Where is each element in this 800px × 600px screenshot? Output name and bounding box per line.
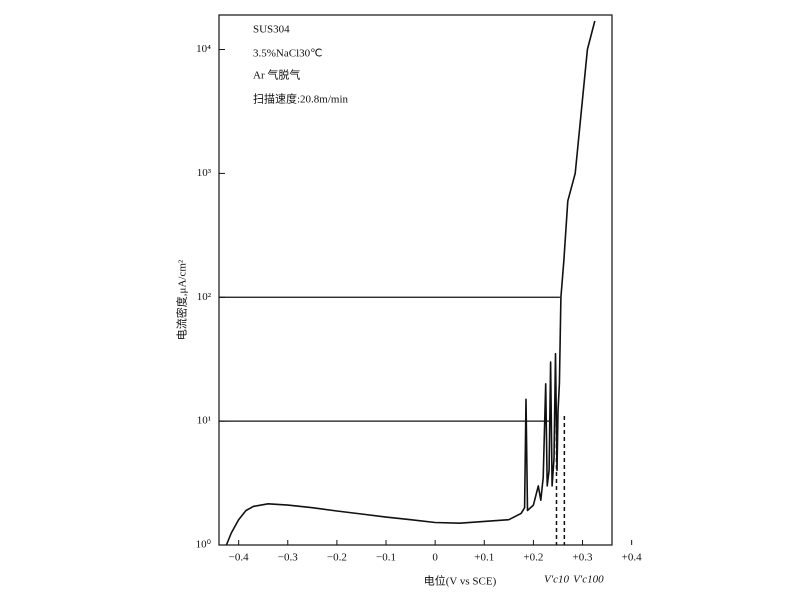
y-tick-label: 10⁰ [196,539,212,551]
reference-label: V′c100 [573,574,604,586]
x-tick-label: +0.3 [573,552,593,564]
x-axis-label: 电位(V vs SCE) [424,574,497,588]
annotation: 扫描速度:20.8m/min [253,92,349,106]
y-tick-label: 10¹ [197,415,211,427]
annotation: Ar 气脱气 [253,68,300,82]
annotation: 3.5%NaCl30℃ [253,48,323,60]
y-tick-label: 10² [197,291,212,303]
x-tick-label: 0 [432,552,438,564]
y-axis-label: 电流密度,μA/cm² [175,259,189,340]
data-line [225,20,596,546]
x-tick-label: +0.4 [622,552,642,564]
x-tick-label: −0.3 [278,552,298,564]
y-tick-label: 10³ [197,167,212,179]
plot-frame [218,14,613,546]
annotation: SUS304 [253,24,290,36]
x-tick-label: −0.4 [229,552,249,564]
x-tick-label: −0.1 [376,552,396,564]
x-tick-label: +0.2 [523,552,543,564]
y-tick-label: 10⁴ [196,43,211,55]
reference-label: V′c10 [544,574,570,586]
x-tick-label: −0.2 [327,552,347,564]
x-tick-label: +0.1 [474,552,494,564]
